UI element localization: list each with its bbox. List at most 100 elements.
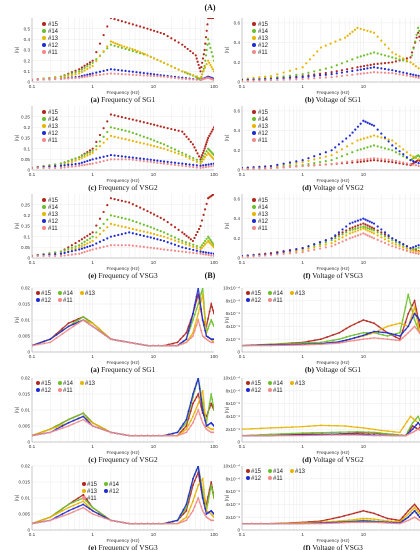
data-point <box>413 426 416 428</box>
y-tick-label: 0.2 <box>234 60 241 65</box>
data-point <box>187 510 190 513</box>
data-point <box>402 246 405 249</box>
data-point <box>343 519 346 522</box>
data-point <box>339 431 342 434</box>
data-point <box>211 68 214 71</box>
y-tick-label: 0.2 <box>24 58 31 63</box>
data-point <box>72 422 75 425</box>
data-point <box>356 226 360 230</box>
data-point <box>48 254 51 257</box>
data-point <box>312 54 315 57</box>
data-point <box>70 244 74 247</box>
legend-marker <box>252 50 256 54</box>
data-point <box>199 70 202 73</box>
x-tick-label: 1 <box>91 354 94 359</box>
data-point <box>116 432 118 435</box>
y-tick-label: 0.2 <box>24 213 31 218</box>
data-point <box>387 138 390 141</box>
data-point <box>88 159 92 162</box>
data-point <box>185 503 188 506</box>
data-point <box>291 426 293 428</box>
data-point <box>264 75 267 78</box>
data-point <box>142 230 145 233</box>
data-point <box>176 431 179 434</box>
data-point <box>301 75 304 79</box>
data-point <box>211 398 214 401</box>
data-point <box>185 519 188 522</box>
data-point <box>85 321 88 324</box>
legend-marker <box>42 226 46 230</box>
y-tick-label: 0.4 <box>234 40 241 45</box>
data-point <box>184 71 188 74</box>
data-point <box>324 67 327 70</box>
legend-marker <box>268 381 272 385</box>
data-point <box>366 29 369 32</box>
data-point <box>181 246 184 249</box>
data-point <box>91 509 94 512</box>
data-point <box>120 244 123 247</box>
data-point <box>211 306 214 309</box>
caption-letter: (f) <box>303 271 311 280</box>
data-point <box>324 163 327 166</box>
data-point <box>365 510 368 513</box>
data-point <box>270 344 272 347</box>
data-point <box>128 231 131 234</box>
data-point <box>189 505 192 508</box>
data-point <box>74 71 77 74</box>
data-point <box>163 522 165 525</box>
data-point <box>201 409 204 411</box>
data-point <box>80 156 83 160</box>
data-point <box>343 36 347 39</box>
legend-marker <box>246 469 250 473</box>
data-point <box>85 415 88 418</box>
data-point <box>348 521 350 524</box>
x-axis-label: Frequency (Hz) <box>316 450 349 456</box>
legend-marker <box>252 219 256 223</box>
data-point <box>212 254 214 257</box>
data-point <box>162 75 166 78</box>
data-point <box>189 238 192 241</box>
data-point <box>146 246 149 249</box>
data-point <box>185 516 188 519</box>
data-point <box>124 69 127 73</box>
data-point <box>414 245 418 248</box>
series-group <box>32 466 214 525</box>
data-point <box>407 519 410 522</box>
data-point <box>191 239 195 243</box>
data-point <box>149 122 152 126</box>
data-point <box>208 427 211 430</box>
data-point <box>391 61 394 64</box>
data-point <box>146 209 149 213</box>
data-point <box>177 41 180 44</box>
data-point <box>313 155 316 158</box>
data-point <box>80 161 83 164</box>
data-point <box>213 519 214 522</box>
data-point <box>157 344 160 347</box>
data-point <box>109 126 113 129</box>
legend-marker <box>42 212 46 216</box>
data-point <box>188 244 191 247</box>
data-point <box>288 76 292 79</box>
data-point <box>192 500 194 503</box>
legend-entry: #12 <box>109 489 120 495</box>
data-point <box>181 164 184 167</box>
caption-text: Frequency of VSG3 <box>96 543 158 550</box>
data-point <box>320 338 322 341</box>
data-point <box>131 49 134 53</box>
data-point <box>128 22 131 25</box>
data-point <box>166 148 169 152</box>
data-point <box>413 306 416 309</box>
x-tick-label: 0.1 <box>29 354 36 359</box>
data-point <box>252 167 255 170</box>
data-point <box>98 55 102 58</box>
data-point <box>210 303 213 305</box>
data-point <box>383 43 387 46</box>
data-point <box>162 143 166 146</box>
data-point <box>55 517 58 520</box>
data-point <box>207 163 210 166</box>
data-point <box>340 69 344 72</box>
data-point <box>88 74 92 78</box>
data-point <box>182 430 185 433</box>
